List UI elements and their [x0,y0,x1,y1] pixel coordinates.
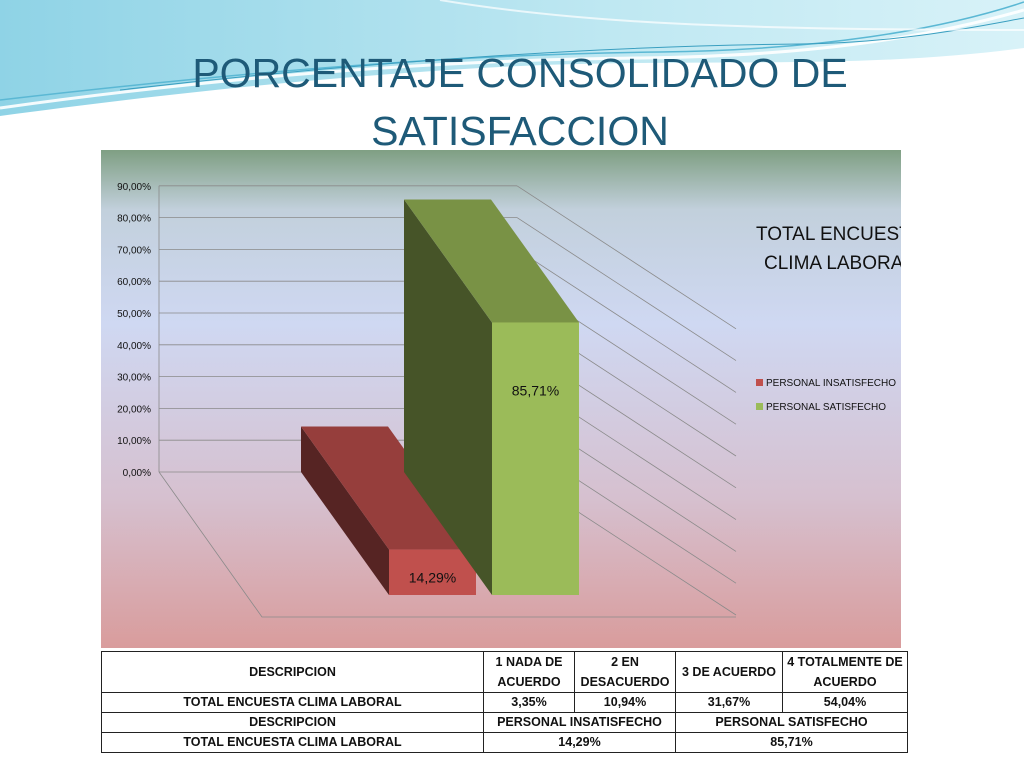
legend-swatch [756,379,763,386]
legend-label: PERSONAL SATISFECHO [766,402,886,413]
chart-title-line-2: CLIMA LABORAL [764,253,901,274]
table-cell: 54,04% [782,692,908,713]
table-cell: 14,29% [483,732,676,753]
table-cell: TOTAL ENCUESTA CLIMA LABORAL [101,732,484,753]
slide-title-line-2: SATISFACCION [371,108,669,154]
y-tick-label: 80,00% [117,214,151,225]
chart-area: 0,00% 10,00% 20,00% 30,00% 40,00% 50,00% 60,00… [101,150,901,648]
bar-top-face [404,199,579,323]
table-cell: 2 EN DESACUERDO [574,651,676,693]
bar-top-face [301,426,476,550]
table-row: DESCRIPCION PERSONAL INSATISFECHO PERSON… [101,712,908,733]
floor-outline [158,471,736,618]
y-tick-label: 0,00% [123,468,151,479]
bar-front-face [389,549,476,595]
table-cell: DESCRIPCION [101,651,484,693]
table-cell: 10,94% [574,692,676,713]
y-tick-label: 50,00% [117,309,151,320]
legend-swatch [756,403,763,410]
y-tick-label: 70,00% [117,245,151,256]
y-tick-label: 20,00% [117,404,151,415]
table-cell: DESCRIPCION [101,712,484,733]
bar-1: 14,29% [301,426,476,595]
y-tick-label: 40,00% [117,341,151,352]
y-tick-label: 90,00% [117,182,151,193]
summary-table: DESCRIPCION 1 NADA DE ACUERDO 2 EN DESAC… [101,651,908,753]
bar-data-label: 14,29% [409,570,456,586]
chart-legend: PERSONAL INSATISFECHO PERSONAL SATISFECHO [756,378,896,413]
gridline [516,185,737,330]
slide-title: PORCENTAJE CONSOLIDADO DE SATISFACCION [100,44,940,160]
table-cell: 3 DE ACUERDO [675,651,783,693]
table-cell: 1 NADA DE ACUERDO [483,651,575,693]
table-cell: TOTAL ENCUESTA CLIMA LABORAL [101,692,484,713]
bar-chart: 0,00% 10,00% 20,00% 30,00% 40,00% 50,00% 60,00… [101,150,901,648]
table-cell: PERSONAL INSATISFECHO [483,712,676,733]
y-tick-label: 60,00% [117,277,151,288]
table-cell: 85,71% [675,732,908,753]
table-cell: 3,35% [483,692,575,713]
table-cell: 4 TOTALMENTE DE ACUERDO [782,651,908,693]
gridline [516,249,737,393]
bar-front-face [492,322,579,595]
table-cell: PERSONAL SATISFECHO [675,712,908,733]
slide-header-background [0,0,1024,116]
y-tick-label: 10,00% [117,436,151,447]
table-row: TOTAL ENCUESTA CLIMA LABORAL 14,29% 85,7… [101,732,908,753]
bars: 14,29% 85,71% [301,199,579,595]
bar-side-face [404,199,492,595]
table-row: TOTAL ENCUESTA CLIMA LABORAL 3,35% 10,94… [101,692,908,713]
legend-label: PERSONAL INSATISFECHO [766,378,896,389]
bar-data-label: 85,71% [512,382,559,398]
chart-title-line-1: TOTAL ENCUESTA [756,224,901,245]
bar-2: 85,71% [404,199,579,595]
gridline [516,217,737,361]
bar-side-face [301,426,389,595]
slide-title-line-1: PORCENTAJE CONSOLIDADO DE [192,50,848,96]
y-tick-label: 30,00% [117,373,151,384]
y-axis-ticks: 0,00% 10,00% 20,00% 30,00% 40,00% 50,00% 60,00… [117,182,151,479]
table-cell: 31,67% [675,692,783,713]
table-row: DESCRIPCION 1 NADA DE ACUERDO 2 EN DESAC… [101,651,908,693]
